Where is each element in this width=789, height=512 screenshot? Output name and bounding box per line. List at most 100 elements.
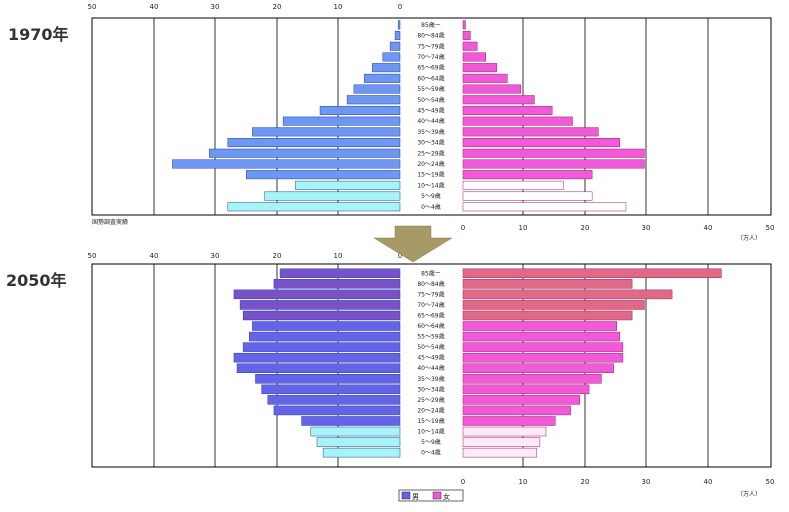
tick-label-top-2050-2: 30 <box>211 252 220 260</box>
bar-male-6 <box>353 84 401 94</box>
bar-female-10 <box>462 374 602 384</box>
age-label-17: 0〜4歳 <box>421 449 441 457</box>
age-label-9: 40〜44歳 <box>417 117 444 125</box>
bar-male-17 <box>227 202 401 212</box>
bar-female-12 <box>462 395 581 405</box>
bar-female-1 <box>462 31 471 41</box>
bar-male-4 <box>372 63 401 73</box>
age-label-15: 10〜14歳 <box>417 181 444 189</box>
age-label-4: 65〜69歳 <box>417 64 444 72</box>
age-label-11: 30〜34歳 <box>417 139 444 147</box>
pyramid-2050-title: 2050年 <box>6 271 67 290</box>
age-label-0: 85歳ー <box>421 269 441 277</box>
age-label-6: 55〜59歳 <box>417 85 444 93</box>
bar-female-7 <box>462 95 535 105</box>
pyramid-1970-bars <box>172 20 645 212</box>
bar-female-13 <box>462 405 571 416</box>
bar-male-0 <box>397 20 401 30</box>
bar-male-10 <box>255 374 401 384</box>
bar-female-0 <box>462 20 466 30</box>
age-label-2: 75〜79歳 <box>417 290 444 298</box>
pyramid-1970-frame <box>91 17 772 216</box>
bar-male-1 <box>273 279 401 289</box>
age-label-15: 10〜14歳 <box>417 428 444 436</box>
age-label-17: 0〜4歳 <box>421 203 441 211</box>
bar-male-5 <box>364 73 401 83</box>
tick-label-top-2050-1: 40 <box>150 252 159 260</box>
bar-female-2 <box>462 289 673 300</box>
bar-female-5 <box>462 321 617 331</box>
tick-label-top-2050-3: 20 <box>273 252 282 260</box>
bar-male-2 <box>233 289 401 300</box>
bar-female-13 <box>462 159 645 169</box>
bar-female-16 <box>462 191 593 201</box>
age-label-1: 80〜84歳 <box>417 32 444 40</box>
age-label-10: 35〜39歳 <box>417 375 444 383</box>
age-label-16: 5〜9歳 <box>421 192 441 200</box>
down-arrow-icon <box>373 225 453 263</box>
tick-label-bottom-2050-5: 50 <box>766 478 775 486</box>
bar-male-9 <box>282 116 401 126</box>
age-label-10: 35〜39歳 <box>417 128 444 136</box>
age-label-3: 70〜74歳 <box>417 53 444 61</box>
bar-female-0 <box>462 268 722 279</box>
bar-male-16 <box>316 437 401 447</box>
bar-female-11 <box>462 138 621 148</box>
bar-male-8 <box>233 352 401 363</box>
pyramid-1970-gridlines <box>153 18 709 215</box>
tick-label-top-1970-0: 50 <box>88 3 97 11</box>
tick-label-bottom-1970-1: 10 <box>519 224 528 232</box>
bar-male-9 <box>236 363 401 373</box>
bar-male-4 <box>242 310 401 321</box>
legend-female-swatch <box>432 491 442 500</box>
age-label-5: 60〜64歳 <box>417 74 444 82</box>
legend-female-label: 女 <box>443 492 450 501</box>
bar-male-15 <box>310 426 401 437</box>
bar-female-9 <box>462 116 573 126</box>
age-label-3: 70〜74歳 <box>417 301 444 309</box>
bar-male-11 <box>261 384 401 395</box>
pyramid-2050-bars <box>233 268 722 458</box>
legend-male-swatch <box>401 491 411 500</box>
bar-female-6 <box>462 84 522 94</box>
bar-female-11 <box>462 384 590 395</box>
age-label-14: 15〜19歳 <box>417 171 444 179</box>
tick-label-top-2050-4: 10 <box>334 252 343 260</box>
tick-label-bottom-1970-5: 50 <box>766 224 775 232</box>
bar-male-14 <box>246 170 401 180</box>
bar-female-7 <box>462 342 624 352</box>
bar-female-4 <box>462 310 633 321</box>
bar-female-15 <box>462 180 564 190</box>
bar-female-4 <box>462 63 498 73</box>
bar-male-8 <box>319 105 401 115</box>
bar-female-16 <box>462 437 541 447</box>
tick-label-top-1970-2: 30 <box>211 3 220 11</box>
axis-tick-labels: 50 40 30 20 10 0 50 40 30 20 10 0 0 10 20 30 40 50 0 10 20 30… <box>88 3 775 486</box>
unit-label-bottom: （万人） <box>737 491 761 498</box>
age-label-12: 25〜29歳 <box>417 149 444 157</box>
bar-male-3 <box>382 52 401 62</box>
bar-male-1 <box>394 31 401 41</box>
bar-male-16 <box>264 191 401 201</box>
bar-female-3 <box>462 52 487 62</box>
age-label-13: 20〜24歳 <box>417 406 444 414</box>
bar-male-10 <box>252 127 401 137</box>
legend-male-label: 男 <box>412 493 419 501</box>
tick-label-top-2050-0: 50 <box>88 252 97 260</box>
age-label-9: 40〜44歳 <box>417 364 444 372</box>
bar-male-14 <box>301 416 401 426</box>
bar-female-2 <box>462 41 478 51</box>
bar-male-13 <box>172 159 401 169</box>
bar-male-13 <box>273 405 401 416</box>
bar-female-5 <box>462 73 508 83</box>
tick-label-bottom-2050-3: 30 <box>642 478 651 486</box>
tick-label-bottom-2050-1: 10 <box>519 478 528 486</box>
tick-label-bottom-1970-3: 30 <box>642 224 651 232</box>
bar-female-3 <box>462 300 645 310</box>
age-label-8: 45〜49歳 <box>417 354 444 362</box>
source-note: 国勢調査実績 <box>92 218 128 226</box>
bar-male-6 <box>249 331 401 342</box>
age-label-4: 65〜69歳 <box>417 311 444 319</box>
tick-label-bottom-2050-2: 20 <box>581 478 590 486</box>
